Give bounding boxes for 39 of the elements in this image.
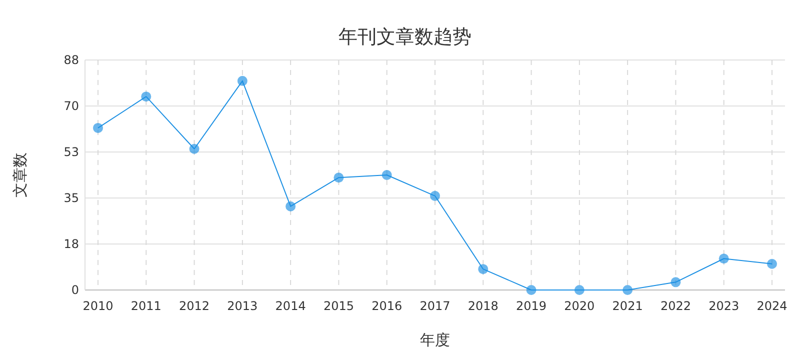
point <box>526 285 536 295</box>
point <box>478 264 488 274</box>
x-tick-label: 2016 <box>372 299 402 313</box>
y-tick-label: 35 <box>64 191 79 205</box>
x-tick-label: 2011 <box>130 299 162 313</box>
point <box>286 201 296 212</box>
point <box>574 285 584 295</box>
x-tick-label: 2019 <box>516 299 547 313</box>
x-tick-label: 2024 <box>756 299 788 313</box>
point <box>430 190 440 201</box>
y-tick-label: 18 <box>64 237 79 251</box>
point <box>141 92 152 102</box>
x-tick-label: 2012 <box>179 299 210 313</box>
x-tick-label: 2015 <box>323 299 354 313</box>
x-tick-label: 2020 <box>564 299 595 313</box>
x-tick-label: 2014 <box>275 299 306 313</box>
y-axis-title: 文章数 <box>11 152 29 198</box>
x-tick-label: 2018 <box>468 299 498 313</box>
x-tick-label: 2010 <box>82 299 114 313</box>
point <box>382 170 392 180</box>
point <box>718 254 729 264</box>
x-tick-label: 2013 <box>227 299 258 313</box>
point <box>767 258 777 269</box>
x-tick-label: 2022 <box>660 299 691 313</box>
point <box>237 76 248 86</box>
y-tick-label: 53 <box>64 145 79 159</box>
y-tick-label: 88 <box>64 53 79 67</box>
point <box>189 144 200 154</box>
point <box>334 172 344 183</box>
x-tick-label: 2023 <box>708 299 740 313</box>
x-tick-label: 2017 <box>420 299 450 313</box>
point <box>93 122 103 133</box>
x-tick-label: 2021 <box>612 299 643 313</box>
point <box>670 277 681 288</box>
chart-title: 年刊文章数趋势 <box>338 26 472 48</box>
x-axis-title: 年度 <box>420 331 450 349</box>
y-tick-label: 0 <box>71 283 79 297</box>
y-tick-label: 70 <box>64 99 79 113</box>
point <box>622 285 633 295</box>
